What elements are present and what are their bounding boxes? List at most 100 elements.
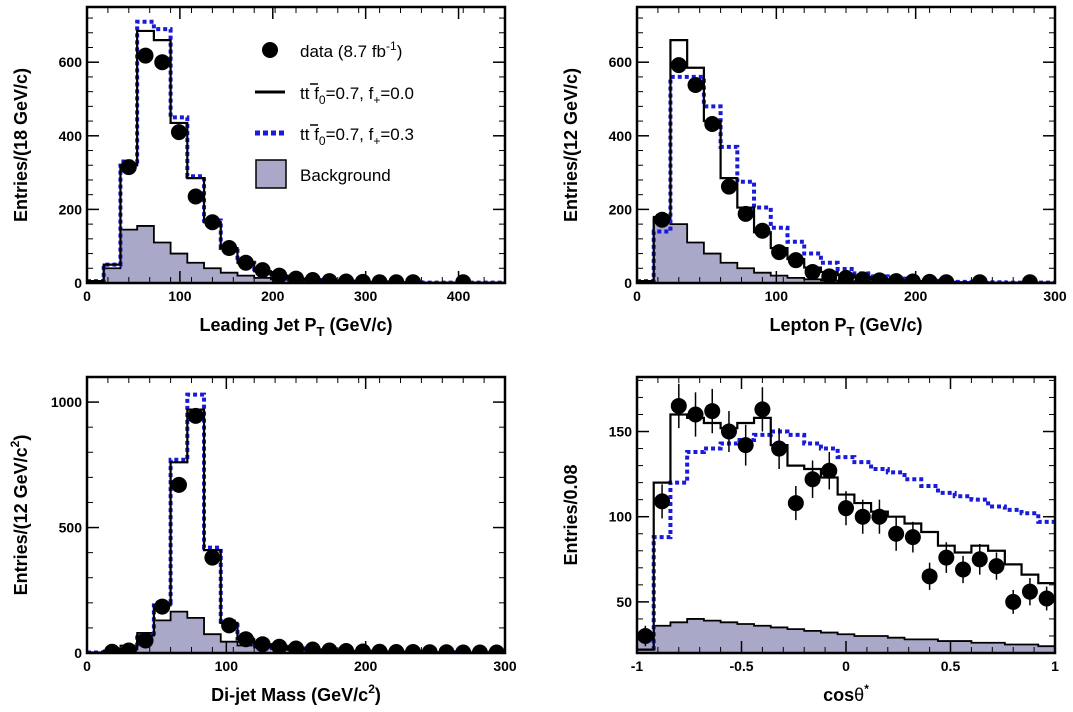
legend-label-background: Background [300, 166, 391, 185]
data-point [838, 269, 854, 283]
plot-frame [85, 375, 507, 655]
data-point [871, 272, 888, 283]
y-axis-title: Entries/(18 GeV/c) [11, 68, 31, 222]
data-point [338, 273, 355, 283]
data-point [854, 271, 871, 283]
data-point [771, 244, 788, 261]
data-point [237, 254, 254, 271]
data-point [854, 508, 871, 525]
data-point [137, 632, 154, 649]
x-tick-label: 200 [904, 288, 928, 304]
data-point [754, 222, 771, 239]
data-point [720, 423, 737, 440]
data-point [488, 644, 505, 653]
panel-3: 0 100 200 300 0 500 1000 Di-jet Mass (GeV/c2) En… [8, 375, 517, 705]
plot-area [87, 392, 505, 653]
data-point [154, 54, 171, 71]
data-point [271, 267, 288, 283]
y-axis-title: Entries/(12 GeV/c) [561, 68, 581, 222]
data-point [237, 631, 254, 648]
data-point [405, 643, 422, 653]
data-point [221, 617, 238, 634]
y-tick-label: 1000 [51, 394, 82, 410]
data-point [1038, 590, 1055, 607]
data-points [104, 407, 505, 653]
data-points [654, 57, 1038, 283]
data-point [754, 401, 771, 418]
alt-model-histogram [651, 429, 1055, 653]
x-tick-label: 1 [1051, 658, 1059, 674]
y-tick-label: 50 [616, 594, 632, 610]
data-point [137, 47, 154, 64]
data-point [405, 274, 422, 283]
plot-area [637, 383, 1055, 653]
data-point [871, 508, 888, 525]
y-tick-label: 600 [59, 54, 83, 70]
data-point [787, 495, 804, 512]
plot-area [87, 19, 505, 283]
data-point [670, 57, 687, 74]
legend-label-data: data (8.7 fb-1) [300, 39, 402, 61]
y-axis-title: Entries/(12 GeV/c2) [8, 435, 31, 596]
x-tick-label: 400 [447, 288, 471, 304]
data-point [421, 644, 438, 653]
data-point [888, 525, 905, 542]
data-point [204, 214, 221, 231]
data-point [254, 262, 271, 279]
legend-label-sm: tt f0=0.7, f+=0.0 [300, 84, 414, 107]
x-tick-label: -0.5 [729, 658, 753, 674]
data-point [771, 440, 788, 457]
legend-marker-data [262, 42, 278, 58]
panel-1: 0 100 200 300 400 0 200 400 600 Leading Jet PT (G… [11, 5, 507, 339]
axes: 0 100 200 300 0 500 1000 [51, 376, 517, 674]
data-point [804, 471, 821, 488]
x-tick-label: 100 [765, 288, 789, 304]
data-point [1021, 583, 1038, 600]
data-point [687, 406, 704, 423]
data-point [704, 116, 721, 133]
data-point [904, 529, 921, 546]
data-point [187, 407, 204, 424]
data-point [921, 568, 938, 585]
data-point [154, 598, 171, 615]
x-tick-label: 300 [354, 288, 378, 304]
y-tick-label: 100 [609, 509, 633, 525]
legend-label-alt: tt f0=0.7, f+=0.3 [300, 125, 414, 148]
panel-2: 0 100 200 300 0 200 400 600 Lepton PT (GeV/c) Ent… [561, 5, 1067, 339]
y-tick-label: 400 [59, 128, 83, 144]
data-point [654, 493, 671, 510]
legend-entry-data: data (8.7 fb-1) [262, 39, 402, 61]
y-tick-label: 600 [609, 54, 633, 70]
data-point [637, 627, 654, 644]
plot-frame [635, 5, 1057, 285]
x-axis-title: Lepton PT (GeV/c) [770, 315, 923, 339]
legend-swatch-background [255, 159, 287, 189]
data-point [304, 641, 321, 653]
x-tick-label: 0 [83, 658, 91, 674]
data-point [254, 636, 271, 653]
data-point [720, 178, 737, 195]
x-tick-label: 0.5 [941, 658, 961, 674]
data-point [804, 263, 821, 280]
x-tick-label: 300 [1043, 288, 1067, 304]
y-tick-label: 400 [609, 128, 633, 144]
x-axis-title: cosθ* [823, 682, 869, 705]
x-tick-label: 300 [493, 658, 517, 674]
y-tick-label: 200 [609, 201, 633, 217]
data-point [321, 642, 338, 653]
data-point [338, 642, 355, 653]
y-tick-label: 200 [59, 201, 83, 217]
data-point [888, 273, 905, 283]
x-tick-label: 0 [83, 288, 91, 304]
data-point [304, 272, 321, 283]
data-point [670, 397, 687, 414]
data-point [170, 476, 187, 493]
x-axis-title: Di-jet Mass (GeV/c2) [211, 682, 381, 705]
data-point [737, 205, 754, 222]
axes: 0 100 200 300 400 0 200 400 600 [59, 7, 506, 304]
sm-model-histogram [637, 413, 1055, 651]
